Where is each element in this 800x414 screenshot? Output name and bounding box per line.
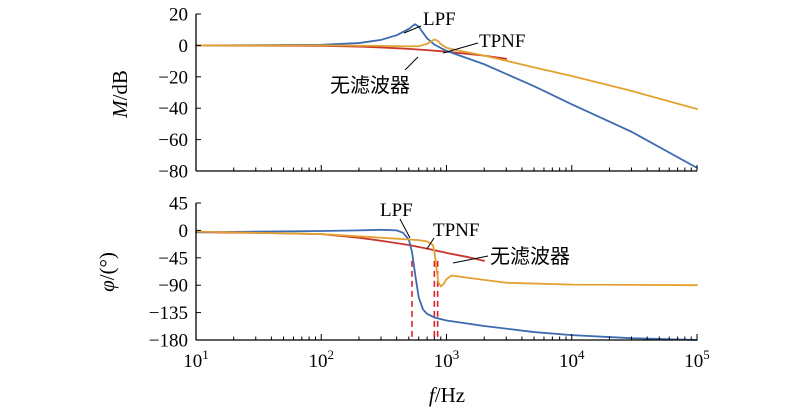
phase-y-tick-label: −45 (158, 248, 188, 269)
phase-series-lpf (195, 228, 698, 341)
tick-base: 10 (309, 351, 328, 372)
mag-series-no-filter (195, 44, 508, 60)
tick-exponent: 2 (328, 347, 335, 362)
phase-tpnf-annotation: TPNF (433, 220, 479, 241)
magnitude-panel: 20 0 −20 −40 −60 −80 M/dB LPF TPNF 无滤波器 (108, 5, 698, 183)
phase-y-tick-label: 0 (179, 221, 189, 242)
phase-y-tick-label: −90 (158, 276, 188, 297)
tick-exponent: 3 (453, 347, 460, 362)
phase-lpf-annotation: LPF (380, 200, 413, 221)
mag-series-lpf (195, 23, 698, 169)
tick-exponent: 4 (578, 347, 585, 362)
tick-exponent: 1 (202, 347, 209, 362)
phase-tpnf-leader (426, 237, 435, 250)
phase-x-axis-label: f/Hz (429, 383, 465, 407)
tick-base: 10 (559, 351, 578, 372)
mag-tpnf-leader (442, 42, 479, 54)
tick-exponent: 5 (703, 347, 710, 362)
phase-x-var: f (429, 383, 438, 407)
magnitude-y-var: M (108, 99, 132, 119)
magnitude-y-unit: /dB (108, 70, 132, 100)
magnitude-y-ticks: 20 0 −20 −40 −60 −80 (158, 5, 201, 183)
phase-nofilter-annotation: 无滤波器 (490, 244, 570, 268)
magnitude-series (195, 23, 698, 169)
mag-y-tick-label: −60 (158, 130, 188, 151)
magnitude-x-ticks (195, 165, 698, 171)
phase-nofilter-leader (452, 255, 489, 264)
phase-series (195, 228, 698, 341)
phase-x-unit: /Hz (435, 383, 465, 407)
phase-series-tpnf (195, 230, 698, 288)
phase-y-tick-label: −135 (149, 303, 188, 324)
mag-y-tick-label: 0 (179, 36, 189, 57)
phase-y-axis-label: φ/(°) (95, 252, 119, 292)
phase-x-tick-labels: 101 102 103 104 105 (183, 347, 710, 372)
phase-panel: 450−45−90−135−180 101 102 103 104 105 φ/(°) … (95, 194, 710, 408)
phase-x-tick-label: 103 (434, 347, 460, 372)
phase-y-tick-label: −180 (149, 331, 188, 352)
phase-x-ticks (195, 334, 698, 340)
mag-nofilter-annotation: 无滤波器 (330, 73, 410, 97)
phase-x-tick-label: 104 (559, 347, 585, 372)
mag-series-tpnf (195, 38, 698, 110)
mag-lpf-leader (403, 25, 422, 34)
phase-x-tick-label: 105 (684, 347, 710, 372)
phase-lpf-leader (399, 218, 411, 239)
phase-x-tick-label: 101 (183, 347, 209, 372)
phase-x-tick-label: 102 (309, 347, 335, 372)
tick-base: 10 (684, 351, 703, 372)
tick-base: 10 (183, 351, 202, 372)
phase-y-tick-label: 45 (169, 194, 188, 215)
phase-y-var: φ (95, 280, 119, 292)
mag-nofilter-leader (404, 56, 419, 71)
phase-y-ticks: 45 0 −45 −90 −135 −180 (149, 194, 201, 352)
tick-base: 10 (434, 351, 453, 372)
mag-y-tick-label: −40 (158, 99, 188, 120)
mag-y-tick-label: 20 (169, 5, 188, 26)
phase-y-unit: /(°) (95, 252, 119, 280)
mag-tpnf-annotation: TPNF (479, 31, 525, 52)
mag-y-tick-label: −80 (158, 162, 188, 183)
magnitude-y-axis-label: M/dB (108, 70, 132, 119)
mag-lpf-annotation: LPF (423, 9, 456, 30)
mag-y-tick-label: −20 (158, 67, 188, 88)
